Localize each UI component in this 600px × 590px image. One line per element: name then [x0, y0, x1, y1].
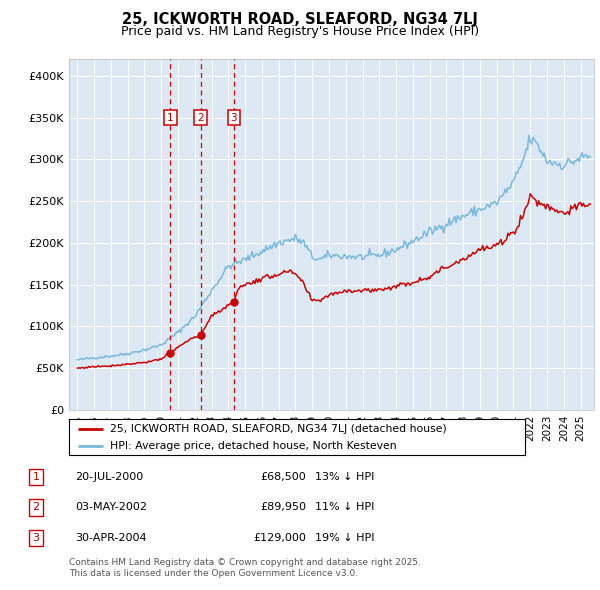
Text: HPI: Average price, detached house, North Kesteven: HPI: Average price, detached house, Nort…	[110, 441, 397, 451]
Text: £68,500: £68,500	[260, 472, 306, 481]
Text: 03-MAY-2002: 03-MAY-2002	[75, 503, 147, 512]
Text: 1: 1	[32, 472, 40, 481]
Text: 2: 2	[32, 503, 40, 512]
Text: 3: 3	[230, 113, 237, 123]
Text: 19% ↓ HPI: 19% ↓ HPI	[315, 533, 374, 543]
Text: 20-JUL-2000: 20-JUL-2000	[75, 472, 143, 481]
Text: £129,000: £129,000	[253, 533, 306, 543]
Text: Price paid vs. HM Land Registry's House Price Index (HPI): Price paid vs. HM Land Registry's House …	[121, 25, 479, 38]
Text: £89,950: £89,950	[260, 503, 306, 512]
Text: 30-APR-2004: 30-APR-2004	[75, 533, 146, 543]
Text: 1: 1	[167, 113, 174, 123]
Text: 2: 2	[197, 113, 204, 123]
Text: 25, ICKWORTH ROAD, SLEAFORD, NG34 7LJ (detached house): 25, ICKWORTH ROAD, SLEAFORD, NG34 7LJ (d…	[110, 424, 447, 434]
Text: 3: 3	[32, 533, 40, 543]
Text: 11% ↓ HPI: 11% ↓ HPI	[315, 503, 374, 512]
Text: 13% ↓ HPI: 13% ↓ HPI	[315, 472, 374, 481]
Text: This data is licensed under the Open Government Licence v3.0.: This data is licensed under the Open Gov…	[69, 569, 358, 578]
Text: 25, ICKWORTH ROAD, SLEAFORD, NG34 7LJ: 25, ICKWORTH ROAD, SLEAFORD, NG34 7LJ	[122, 12, 478, 27]
Text: Contains HM Land Registry data © Crown copyright and database right 2025.: Contains HM Land Registry data © Crown c…	[69, 558, 421, 566]
